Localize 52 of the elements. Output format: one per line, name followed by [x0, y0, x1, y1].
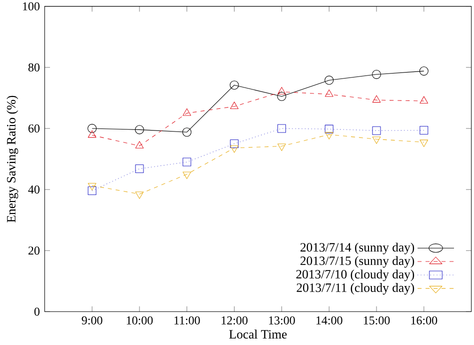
x-tick-label: 16:00 — [411, 316, 438, 325]
point — [88, 130, 96, 138]
point — [230, 80, 239, 90]
point — [420, 126, 428, 135]
point — [278, 87, 286, 94]
point — [88, 124, 97, 133]
point — [182, 108, 192, 116]
point — [182, 172, 192, 180]
point — [230, 145, 238, 153]
y-tick-label: 20 — [28, 246, 40, 255]
legend-label: 2013/7/10 (cloudy day) — [296, 270, 414, 282]
point — [182, 158, 192, 166]
y-tick-label: 60 — [28, 124, 40, 133]
point — [324, 76, 334, 85]
x-tick-label: 12:00 — [222, 316, 248, 325]
y-axis-title: Energy Saving Ratio (%) — [6, 96, 18, 222]
legend-label: 2013/7/14 (sunny day) — [300, 242, 414, 254]
point — [420, 140, 428, 147]
legend-label: 2013/7/11 (cloudy day) — [296, 283, 414, 295]
point — [372, 95, 381, 103]
point — [372, 136, 381, 144]
point — [135, 141, 144, 148]
point — [88, 186, 96, 196]
x-axis-title: Local Time — [229, 330, 287, 339]
y-tick-label: 0 — [34, 308, 40, 316]
x-tick-label: 10:00 — [126, 316, 153, 325]
point — [278, 144, 286, 151]
x-tick-label: 9:00 — [82, 316, 102, 325]
point — [372, 70, 382, 79]
x-tick-label: 15:00 — [364, 316, 390, 325]
point — [277, 124, 286, 133]
point — [419, 66, 428, 76]
point — [324, 124, 334, 134]
point — [277, 92, 286, 101]
y-tick-label: 80 — [28, 63, 40, 72]
x-tick-label: 14:00 — [316, 316, 342, 325]
point — [135, 164, 144, 174]
legend-label: 2013/7/15 (sunny day) — [300, 256, 414, 268]
x-tick-label: 13:00 — [269, 316, 295, 325]
point — [88, 183, 96, 190]
y-tick-label: 100 — [23, 2, 40, 10]
y-tick-label: 40 — [28, 185, 40, 194]
point — [324, 89, 334, 97]
x-tick-label: 11:00 — [174, 316, 200, 325]
point — [324, 132, 334, 140]
point — [230, 102, 238, 110]
point — [372, 126, 381, 135]
point — [230, 139, 239, 148]
point — [420, 96, 428, 104]
point — [135, 192, 144, 199]
point — [134, 125, 144, 134]
point — [182, 128, 192, 137]
